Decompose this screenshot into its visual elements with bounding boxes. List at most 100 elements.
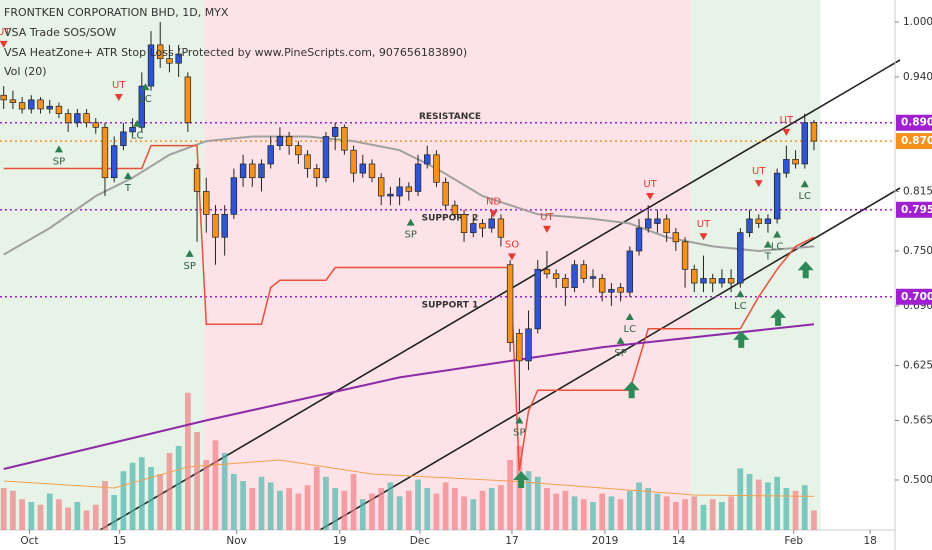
volume-bar xyxy=(765,482,771,530)
candle-body xyxy=(497,218,505,238)
volume-bar xyxy=(359,499,366,530)
channel-lower xyxy=(319,187,901,531)
volume-bar xyxy=(452,488,458,530)
signal-zone xyxy=(690,0,821,530)
volume-bar xyxy=(498,485,504,530)
candle-body xyxy=(773,172,781,220)
candle-body xyxy=(589,276,597,279)
y-tick-label: 0.750 xyxy=(903,245,932,257)
candle-body xyxy=(350,149,357,174)
signal-label: T xyxy=(124,183,132,194)
candle-body xyxy=(101,126,109,179)
volume-bar xyxy=(783,488,790,530)
volume-bar xyxy=(442,482,449,530)
signal-marker xyxy=(800,180,809,188)
volume-bar xyxy=(332,488,339,530)
candle-body xyxy=(534,268,541,330)
signal-marker xyxy=(185,249,194,257)
x-tick-label: Nov xyxy=(226,535,247,547)
signal-marker xyxy=(0,40,8,48)
signal-marker xyxy=(773,230,782,238)
indicator-label: VSA Trade SOS/SOW xyxy=(4,26,116,39)
candle-body xyxy=(691,268,698,284)
candle-body xyxy=(193,168,201,192)
candle-body xyxy=(617,287,624,293)
volume-bar xyxy=(544,488,550,530)
candle-body xyxy=(737,232,744,284)
buy-arrow xyxy=(797,261,814,279)
candle-body xyxy=(18,102,26,110)
candle-body xyxy=(635,227,643,252)
volume-bar xyxy=(166,453,173,530)
level-label: 0.795 xyxy=(901,204,932,216)
candle-body xyxy=(571,264,578,288)
volume-bar xyxy=(387,482,394,530)
candle-body xyxy=(129,126,136,133)
volume-bar xyxy=(37,504,44,530)
candle-body xyxy=(543,268,551,275)
candle-body xyxy=(377,177,385,197)
volume-bar xyxy=(148,467,154,530)
signal-label: SP xyxy=(53,156,65,167)
buy-arrow xyxy=(513,470,530,488)
volume-bar xyxy=(746,474,753,530)
volume-bar xyxy=(728,496,734,530)
candle-body xyxy=(212,213,219,238)
volume-bar xyxy=(396,496,403,530)
signal-marker xyxy=(123,171,132,179)
candle-body xyxy=(184,76,192,124)
candle-body xyxy=(562,278,569,288)
level-label-box xyxy=(896,114,932,131)
candle-body xyxy=(405,186,413,192)
signal-marker xyxy=(625,313,634,321)
y-tick-label: 0.625 xyxy=(903,359,932,371)
signal-marker xyxy=(507,253,516,261)
candle-body xyxy=(460,213,468,234)
signal-marker xyxy=(54,145,63,153)
volume-bar xyxy=(0,488,7,530)
volume-bar xyxy=(323,476,329,530)
buy-arrow xyxy=(770,308,787,326)
volume-bar xyxy=(580,499,587,530)
signal-marker xyxy=(699,233,708,241)
signal-label: LC xyxy=(771,242,784,253)
x-tick-label: Dec xyxy=(410,535,431,547)
volume-bar xyxy=(28,502,35,530)
signal-label: UT xyxy=(0,27,11,38)
volume-bar xyxy=(571,496,578,530)
y-tick-label: 0.565 xyxy=(903,414,932,426)
volume-bar xyxy=(433,493,440,530)
candle-body xyxy=(552,273,560,279)
level-label-box xyxy=(896,133,932,150)
volume-bar xyxy=(719,502,725,530)
candle-body xyxy=(147,44,155,87)
candle-body xyxy=(239,163,247,179)
candle-body xyxy=(55,105,63,114)
volume-bar xyxy=(221,453,228,530)
signal-label: LC xyxy=(734,301,747,312)
volume-bar xyxy=(424,488,431,530)
candle-body xyxy=(792,159,799,165)
volume-bar xyxy=(645,488,652,530)
candle-body xyxy=(810,122,818,142)
volume-bar xyxy=(654,493,661,530)
volume-bar xyxy=(801,485,808,530)
candle-body xyxy=(331,126,339,137)
volume-bar xyxy=(691,496,698,530)
volume-bar xyxy=(562,490,569,530)
candle-body xyxy=(681,241,689,270)
volume-bar xyxy=(92,504,99,530)
signal-label: UT xyxy=(112,80,126,91)
candle-body xyxy=(801,122,808,165)
volume-bar xyxy=(774,476,780,530)
candle-body xyxy=(46,105,53,110)
candle-body xyxy=(249,163,256,179)
volume-bar xyxy=(636,482,642,530)
candle-body xyxy=(700,278,707,284)
volume-bar xyxy=(203,460,210,530)
chart-title: FRONTKEN CORPORATION BHD, 1D, MYX xyxy=(4,6,229,19)
volume-bar xyxy=(277,490,283,530)
signal-label: UT xyxy=(697,219,711,230)
signal-marker xyxy=(616,336,625,344)
